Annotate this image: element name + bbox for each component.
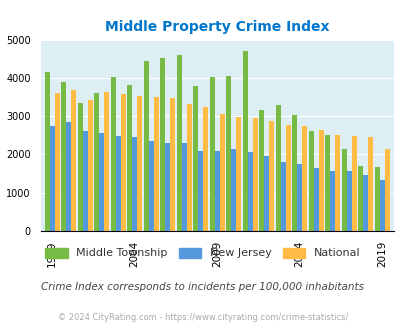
Bar (160, 58, 165, 231)
Bar (269, 121, 273, 231)
Bar (236, 116, 241, 231)
Bar (71, 90, 76, 231)
Bar (231, 149, 236, 231)
Bar (252, 118, 257, 231)
Bar (219, 114, 224, 231)
Bar (346, 171, 351, 231)
Bar (280, 162, 285, 231)
Bar (115, 136, 120, 231)
Bar (318, 130, 323, 231)
Bar (247, 152, 252, 231)
Bar (292, 115, 296, 231)
Bar (335, 135, 339, 231)
Bar (341, 149, 346, 231)
Bar (264, 156, 269, 231)
Bar (61, 82, 66, 231)
Bar (384, 149, 389, 231)
Bar (367, 137, 372, 231)
Bar (170, 98, 175, 231)
Bar (358, 166, 362, 231)
Bar (104, 92, 109, 231)
Bar (259, 111, 264, 231)
Bar (127, 85, 132, 231)
Bar (55, 93, 60, 231)
Bar (285, 125, 290, 231)
Bar (313, 168, 318, 231)
Bar (132, 137, 137, 231)
Text: Crime Index corresponds to incidents per 100,000 inhabitants: Crime Index corresponds to incidents per… (41, 282, 364, 292)
Bar (275, 105, 280, 231)
Bar (99, 133, 104, 231)
Bar (181, 143, 186, 231)
Bar (165, 143, 170, 231)
Bar (87, 100, 92, 231)
Bar (351, 136, 356, 231)
Bar (301, 126, 307, 231)
Bar (45, 72, 49, 231)
Bar (186, 104, 191, 231)
Title: Middle Property Crime Index: Middle Property Crime Index (105, 20, 328, 34)
Bar (111, 77, 115, 231)
Bar (143, 61, 148, 231)
Bar (66, 122, 71, 231)
Bar (148, 141, 153, 231)
Bar (379, 180, 384, 231)
Bar (137, 96, 142, 231)
Bar (176, 55, 181, 231)
Bar (120, 94, 125, 231)
Bar (214, 150, 219, 231)
Bar (362, 176, 367, 231)
Bar (308, 131, 313, 231)
Bar (202, 107, 208, 231)
Bar (77, 103, 83, 231)
Bar (324, 135, 329, 231)
Bar (242, 51, 247, 231)
Text: © 2024 CityRating.com - https://www.cityrating.com/crime-statistics/: © 2024 CityRating.com - https://www.city… (58, 313, 347, 322)
Bar (209, 77, 214, 231)
Bar (374, 167, 379, 231)
Legend: Middle Township, New Jersey, National: Middle Township, New Jersey, National (41, 243, 364, 263)
Bar (198, 151, 202, 231)
Bar (49, 126, 55, 231)
Bar (94, 93, 99, 231)
Bar (329, 171, 335, 231)
Bar (296, 164, 301, 231)
Bar (83, 131, 87, 231)
Bar (193, 86, 198, 231)
Bar (226, 76, 231, 231)
Bar (153, 97, 158, 231)
